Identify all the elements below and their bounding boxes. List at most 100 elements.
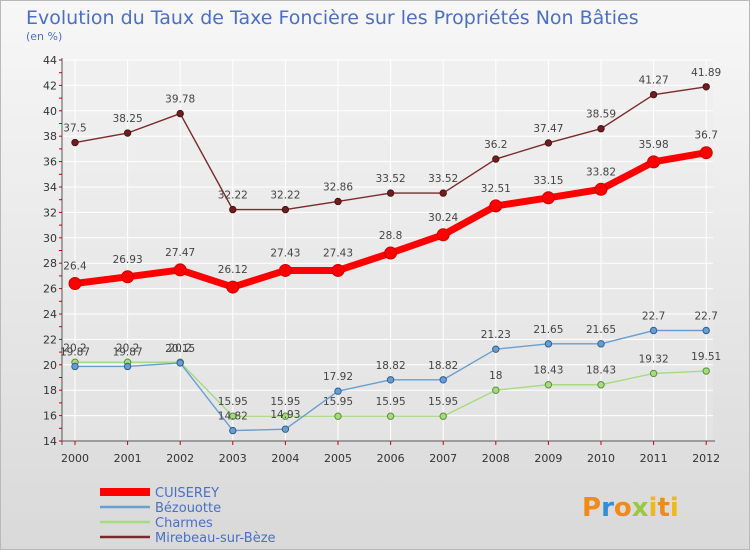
data-point (702, 83, 710, 91)
data-point (281, 425, 290, 433)
logo-letter: i (670, 493, 679, 523)
data-label: 19.87 (113, 346, 143, 358)
data-point (492, 386, 500, 394)
x-tick-label: 2009 (534, 452, 562, 465)
y-tick-label: 42 (43, 79, 57, 92)
data-point (439, 189, 447, 197)
x-tick-label: 2000 (61, 452, 89, 465)
data-label: 32.86 (323, 181, 353, 193)
data-label: 33.15 (533, 175, 563, 187)
data-label: 28.8 (379, 230, 402, 242)
y-tick-label: 34 (43, 181, 57, 194)
data-point (386, 189, 395, 197)
data-point (123, 129, 132, 137)
proxiti-logo: Proxiti (582, 493, 679, 523)
data-label: 33.82 (586, 166, 616, 178)
y-tick-label: 16 (43, 410, 57, 423)
data-label: 41.27 (639, 75, 669, 87)
logo-letter: i (649, 493, 658, 523)
data-label: 37.5 (63, 123, 86, 135)
data-label: 15.95 (270, 396, 300, 408)
logo-letter: x (632, 493, 649, 523)
data-point (71, 138, 79, 147)
logo-letter: r (601, 493, 614, 523)
legend-label: Mirebeau-sur-Bèze (155, 531, 276, 546)
data-point (278, 263, 292, 277)
data-label: 14.93 (270, 409, 300, 421)
x-tick-label: 2012 (692, 452, 720, 465)
logo-letter: o (614, 493, 632, 523)
data-point (594, 182, 608, 196)
y-tick-label: 18 (43, 384, 57, 397)
data-label: 15.95 (376, 396, 406, 408)
data-point (68, 277, 82, 291)
data-point (489, 199, 503, 213)
data-point (386, 376, 395, 384)
data-label: 35.98 (639, 139, 669, 151)
data-point (331, 263, 345, 277)
data-point (649, 326, 658, 335)
data-point (699, 146, 713, 160)
data-label: 37.47 (533, 123, 563, 135)
x-tick-label: 2005 (324, 452, 352, 465)
data-point (492, 345, 500, 353)
data-label: 19.32 (639, 353, 669, 365)
data-point (386, 412, 395, 420)
x-tick-label: 2008 (482, 452, 510, 465)
data-point (281, 205, 290, 214)
legend-label: Charmes (155, 516, 213, 531)
data-label: 27.43 (270, 247, 300, 259)
legend-label: CUISEREY (155, 486, 219, 501)
y-tick-label: 36 (43, 156, 57, 169)
data-point (173, 263, 187, 277)
data-label: 18.82 (376, 360, 406, 372)
data-label: 33.52 (376, 173, 406, 185)
data-point (334, 387, 342, 395)
x-tick-label: 2002 (166, 452, 194, 465)
x-tick-label: 2011 (640, 452, 668, 465)
data-label: 30.24 (428, 212, 458, 224)
data-point (544, 340, 553, 348)
y-tick-label: 22 (43, 333, 57, 346)
chart-title: Evolution du Taux de Taxe Foncière sur l… (26, 7, 639, 29)
x-tick-label: 2004 (271, 452, 299, 465)
data-label: 15.95 (428, 396, 458, 408)
data-label: 27.47 (165, 247, 195, 259)
x-tick-label: 2010 (587, 452, 615, 465)
data-label: 36.2 (484, 139, 507, 151)
logo-text: Proxiti (582, 493, 679, 523)
data-point (492, 155, 500, 163)
data-label: 15.95 (218, 396, 248, 408)
data-label: 39.78 (165, 94, 195, 106)
data-label: 26.12 (218, 264, 248, 276)
data-point (439, 376, 447, 384)
data-point (544, 139, 553, 147)
y-tick-label: 20 (43, 359, 57, 372)
data-label: 38.25 (113, 113, 143, 125)
x-tick-label: 2003 (219, 452, 247, 465)
y-tick-label: 14 (43, 435, 57, 448)
data-label: 18.82 (428, 360, 458, 372)
data-label: 32.51 (481, 183, 511, 195)
y-tick-label: 44 (43, 54, 57, 67)
data-point (123, 362, 132, 371)
data-label: 14.82 (218, 411, 248, 423)
data-point (439, 412, 447, 420)
data-label: 21.65 (533, 324, 563, 336)
y-tick-label: 38 (43, 130, 57, 143)
data-point (649, 90, 658, 99)
data-label: 18 (489, 370, 502, 382)
data-label: 26.4 (63, 261, 87, 273)
data-point (334, 197, 342, 206)
data-label: 26.93 (113, 254, 143, 266)
y-tick-label: 32 (43, 206, 57, 219)
data-point (436, 228, 450, 242)
data-point (71, 362, 79, 371)
y-tick-label: 26 (43, 283, 57, 296)
chart-subtitle: (en %) (26, 30, 62, 43)
legend-label: Bézouotte (155, 501, 221, 516)
data-label: 15.95 (323, 396, 353, 408)
y-tick-label: 40 (43, 105, 57, 118)
data-label: 32.22 (218, 190, 248, 202)
data-label: 20.15 (165, 343, 195, 355)
